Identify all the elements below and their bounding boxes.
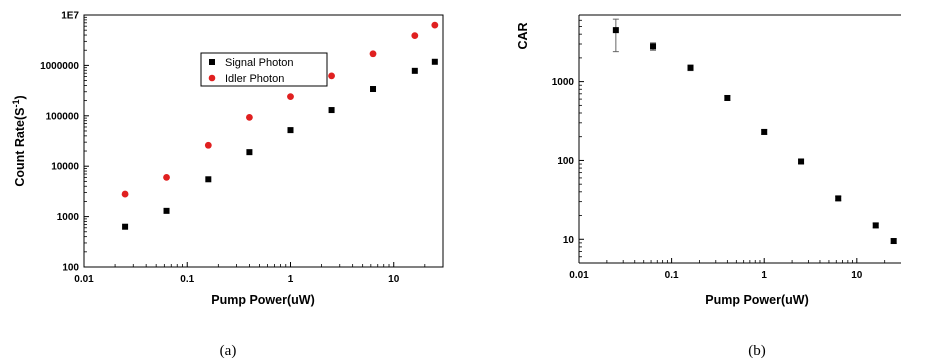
chart-a-point-signal-photon [328,107,335,114]
chart-a-point-signal-photon [287,127,294,134]
chart-b-x-axis: 0.01 0.1 1 10 [569,258,886,281]
chart-a-point-idler-photon [163,173,170,181]
legend-idler-label: Idler Photon [225,73,284,85]
chart-b-marks [612,18,897,245]
chart-a-x-tick-label: 1 [288,274,294,285]
chart-a-point-idler-photon [246,113,253,121]
chart-a-point-idler-photon [431,21,439,29]
chart-b-point-series0 [761,128,768,135]
chart-b-x-tick-label: 10 [851,270,863,281]
chart-b-x-tick-label: 1 [761,270,767,281]
chart-a-point-signal-photon [122,223,129,230]
legend-box [200,52,328,87]
chart-b-y-axis: 10 100 1000 [552,19,584,258]
chart-a-y-tick-label: 100000 [46,111,80,122]
chart-a-x-tick-label: 0.1 [180,274,194,285]
chart-a-legend: Signal Photon Idler Photon [200,52,328,87]
caption-b: (b) [748,343,766,359]
chart-b-y-tick-label: 100 [557,156,574,167]
chart-a-x-tick-label: 10 [388,274,400,285]
chart-a-point-signal-photon [370,86,377,93]
chart-b-y-tick-label: 1000 [552,77,575,88]
chart-a-marks [121,21,439,230]
chart-b-x-axis-label: Pump Power(uW) [705,293,808,307]
caption-a: (a) [220,343,237,359]
chart-a-y-tick-label: 10000 [51,162,79,173]
chart-b-y-tick-label: 10 [563,235,575,246]
chart-b-x-tick-label: 0.01 [569,270,589,281]
chart-b-x-tick-label: 0.1 [665,270,679,281]
chart-a-x-tick-label: 0.01 [74,274,94,285]
chart-a-y-tick-label: 1000000 [40,61,79,72]
legend-signal-label: Signal Photon [225,57,294,69]
chart-a-point-idler-photon [369,50,377,58]
chart-a-frame [83,14,444,268]
chart-b-point-series0 [872,222,879,229]
chart-a-x-axis-label: Pump Power(uW) [211,293,314,307]
chart-b-point-series0 [724,94,731,101]
chart-a-point-signal-photon [431,58,438,65]
chart-a-point-idler-photon [411,32,419,40]
chart-a-point-signal-photon [163,207,170,214]
chart-b-point-series0 [798,158,805,165]
chart-b-point-series0 [650,43,657,50]
chart-b-point-series0 [687,64,694,71]
chart-a-point-signal-photon [411,67,418,74]
chart-a-point-idler-photon [121,190,129,198]
chart-a-y-tick-label: 100 [62,263,79,274]
chart-a-point-idler-photon [287,93,294,101]
chart-a-point-idler-photon [328,72,335,80]
chart-a: 0.01 0.1 1 10 10010001000010000010000001E7 … [11,11,444,359]
legend-signal-marker [209,59,215,65]
chart-a-point-signal-photon [205,176,212,183]
chart-a-point-signal-photon [246,149,253,156]
chart-a-y-axis: 100 1000 10000 100000 1000000 1E7 [40,11,89,274]
chart-a-y-axis-label: Count Rate(S-1) [11,95,27,186]
chart-b-point-series0 [890,238,897,245]
chart-a-x-axis: 0.01 0.1 1 10 [74,262,426,285]
chart-a-point-idler-photon [204,141,212,149]
chart-b-y-axis-label: CAR [516,22,530,49]
chart-a-y-tick-label: 1E7 [61,11,79,22]
chart-a-y-tick-label: 1000 [57,212,80,223]
legend-idler-marker [208,74,216,82]
chart-b-point-series0 [612,27,619,34]
chart-b-point-series0 [835,195,842,202]
